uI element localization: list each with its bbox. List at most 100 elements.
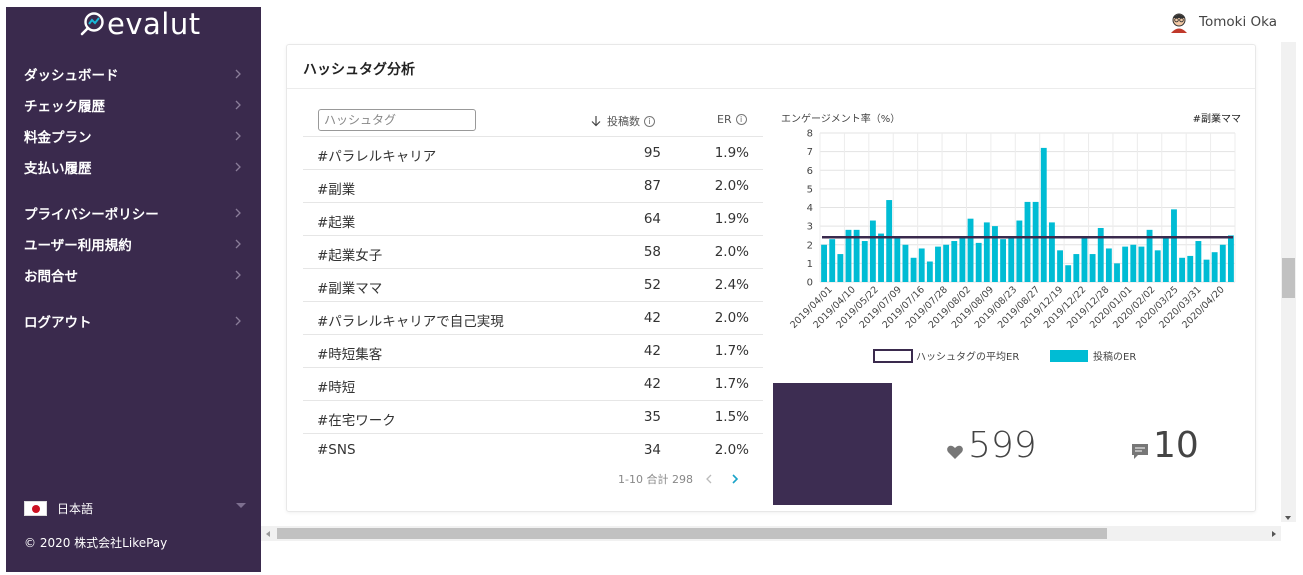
column-header-er[interactable]: ER i xyxy=(717,113,747,126)
sidebar: evalut ダッシュボード チェック履歴 料金プラン 支払い履歴 プライバシー… xyxy=(6,7,261,572)
hashtag-cell: #時短集客 xyxy=(317,347,383,363)
scroll-down-arrow-icon[interactable] xyxy=(1285,516,1291,520)
bar xyxy=(943,244,950,282)
hashtag-analysis-card: ハッシュタグ分析 投稿数 i ER i #パラレルキャリア951.9%#副業87… xyxy=(286,44,1256,512)
bar xyxy=(1048,222,1055,282)
table-row[interactable]: #副業 87 2.0% xyxy=(303,169,763,202)
bar xyxy=(1130,244,1137,282)
table-row[interactable]: #起業女子 58 2.0% xyxy=(303,235,763,268)
sidebar-item-privacy-policy[interactable]: プライバシーポリシー xyxy=(6,199,261,227)
bar xyxy=(845,229,852,282)
bar xyxy=(951,241,958,282)
scrollbar-thumb[interactable] xyxy=(1282,258,1295,298)
logo-text: evalut xyxy=(107,7,201,41)
sidebar-item-check-history[interactable]: チェック履歴 xyxy=(6,91,261,119)
chevron-right-icon xyxy=(235,316,241,326)
hashtag-cell: #パラレルキャリアで自己実現 xyxy=(317,314,504,330)
likes-count: 599 xyxy=(968,425,1037,466)
legend-label-posts: 投稿のER xyxy=(1093,350,1136,363)
sidebar-item-label: 支払い履歴 xyxy=(24,161,92,177)
table-row[interactable]: #時短 42 1.7% xyxy=(303,367,763,400)
er-cell: 1.7% xyxy=(714,376,749,392)
bar xyxy=(926,261,933,282)
table-row[interactable]: #SNS 34 2.0% xyxy=(303,433,763,466)
bar xyxy=(902,244,909,282)
bar xyxy=(983,222,990,282)
bar xyxy=(1211,252,1218,282)
column-header-label: ER xyxy=(717,113,732,126)
sidebar-item-contact[interactable]: お問合せ xyxy=(6,261,261,289)
y-tick-label: 5 xyxy=(807,184,813,195)
hashtag-cell: #起業 xyxy=(317,215,356,231)
table-row[interactable]: #在宅ワーク 35 1.5% xyxy=(303,400,763,433)
language-select[interactable]: 日本語 xyxy=(24,497,246,519)
table-row[interactable]: #時短集客 42 1.7% xyxy=(303,334,763,367)
bar xyxy=(959,237,966,282)
scroll-left-arrow-icon[interactable] xyxy=(266,531,270,537)
chevron-right-icon xyxy=(235,69,241,79)
copyright: © 2020 株式会社LikePay xyxy=(24,536,168,550)
chevron-right-icon xyxy=(235,270,241,280)
hashtag-search-input[interactable] xyxy=(318,109,476,131)
bar xyxy=(1040,147,1047,282)
scrollbar-thumb[interactable] xyxy=(277,528,1107,539)
prev-page-icon[interactable] xyxy=(703,472,717,486)
bar xyxy=(1162,237,1169,282)
bar xyxy=(935,246,941,282)
post-count-cell: 34 xyxy=(643,442,661,458)
bar xyxy=(1187,255,1194,282)
sidebar-item-label: お問合せ xyxy=(24,269,78,285)
legend-swatch-average xyxy=(873,349,913,363)
bar xyxy=(1097,227,1104,282)
bar xyxy=(1073,254,1080,282)
vertical-scrollbar[interactable] xyxy=(1281,42,1296,522)
bar xyxy=(1057,250,1063,282)
table-row[interactable]: #副業ママ 52 2.4% xyxy=(303,268,763,301)
sidebar-item-terms[interactable]: ユーザー利用規約 xyxy=(6,230,261,258)
y-tick-label: 2 xyxy=(807,240,813,251)
bar xyxy=(869,220,876,282)
info-icon[interactable]: i xyxy=(735,114,747,125)
y-tick-label: 8 xyxy=(807,129,813,140)
bar xyxy=(1105,248,1112,282)
chart-title: #副業ママ xyxy=(1193,112,1241,125)
user-menu[interactable]: Tomoki Oka xyxy=(1168,10,1277,34)
post-thumbnail[interactable] xyxy=(773,383,892,505)
table-row[interactable]: #パラレルキャリア 95 1.9% xyxy=(303,136,763,169)
chevron-right-icon xyxy=(235,162,241,172)
column-header-posts[interactable]: 投稿数 i xyxy=(590,113,655,129)
sidebar-item-label: プライバシーポリシー xyxy=(24,207,159,223)
next-page-icon[interactable] xyxy=(727,472,741,486)
pagination: 1-10 合計 298 xyxy=(618,471,741,487)
er-cell: 1.5% xyxy=(714,409,749,425)
scroll-right-arrow-icon[interactable] xyxy=(1272,531,1276,537)
card-title: ハッシュタグ分析 xyxy=(303,62,415,78)
bar xyxy=(1065,265,1072,282)
table-row[interactable]: #パラレルキャリアで自己実現 42 2.0% xyxy=(303,301,763,334)
y-tick-label: 3 xyxy=(807,222,813,233)
sidebar-item-pricing[interactable]: 料金プラン xyxy=(6,122,261,150)
sidebar-item-logout[interactable]: ログアウト xyxy=(6,307,261,335)
y-tick-label: 0 xyxy=(807,278,813,289)
horizontal-scrollbar[interactable] xyxy=(261,526,1281,541)
bar xyxy=(886,200,893,282)
bar xyxy=(1203,259,1210,282)
y-tick-label: 7 xyxy=(807,147,813,158)
sidebar-item-dashboard[interactable]: ダッシュボード xyxy=(6,60,261,88)
chevron-right-icon xyxy=(235,100,241,110)
bar xyxy=(1016,220,1023,282)
chevron-right-icon xyxy=(235,131,241,141)
info-icon[interactable]: i xyxy=(644,115,655,127)
table-row[interactable]: #起業 64 1.9% xyxy=(303,202,763,235)
sidebar-item-payment-history[interactable]: 支払い履歴 xyxy=(6,153,261,181)
er-cell: 2.0% xyxy=(714,442,749,458)
post-count-cell: 42 xyxy=(643,343,661,359)
bar xyxy=(853,229,860,282)
bar xyxy=(861,241,868,282)
japan-flag-icon xyxy=(24,500,47,516)
bar xyxy=(878,233,884,282)
y-tick-label: 4 xyxy=(807,203,813,214)
post-count-cell: 42 xyxy=(643,376,661,392)
comments-stat: 10 xyxy=(1131,425,1199,466)
logo[interactable]: evalut xyxy=(80,7,201,41)
